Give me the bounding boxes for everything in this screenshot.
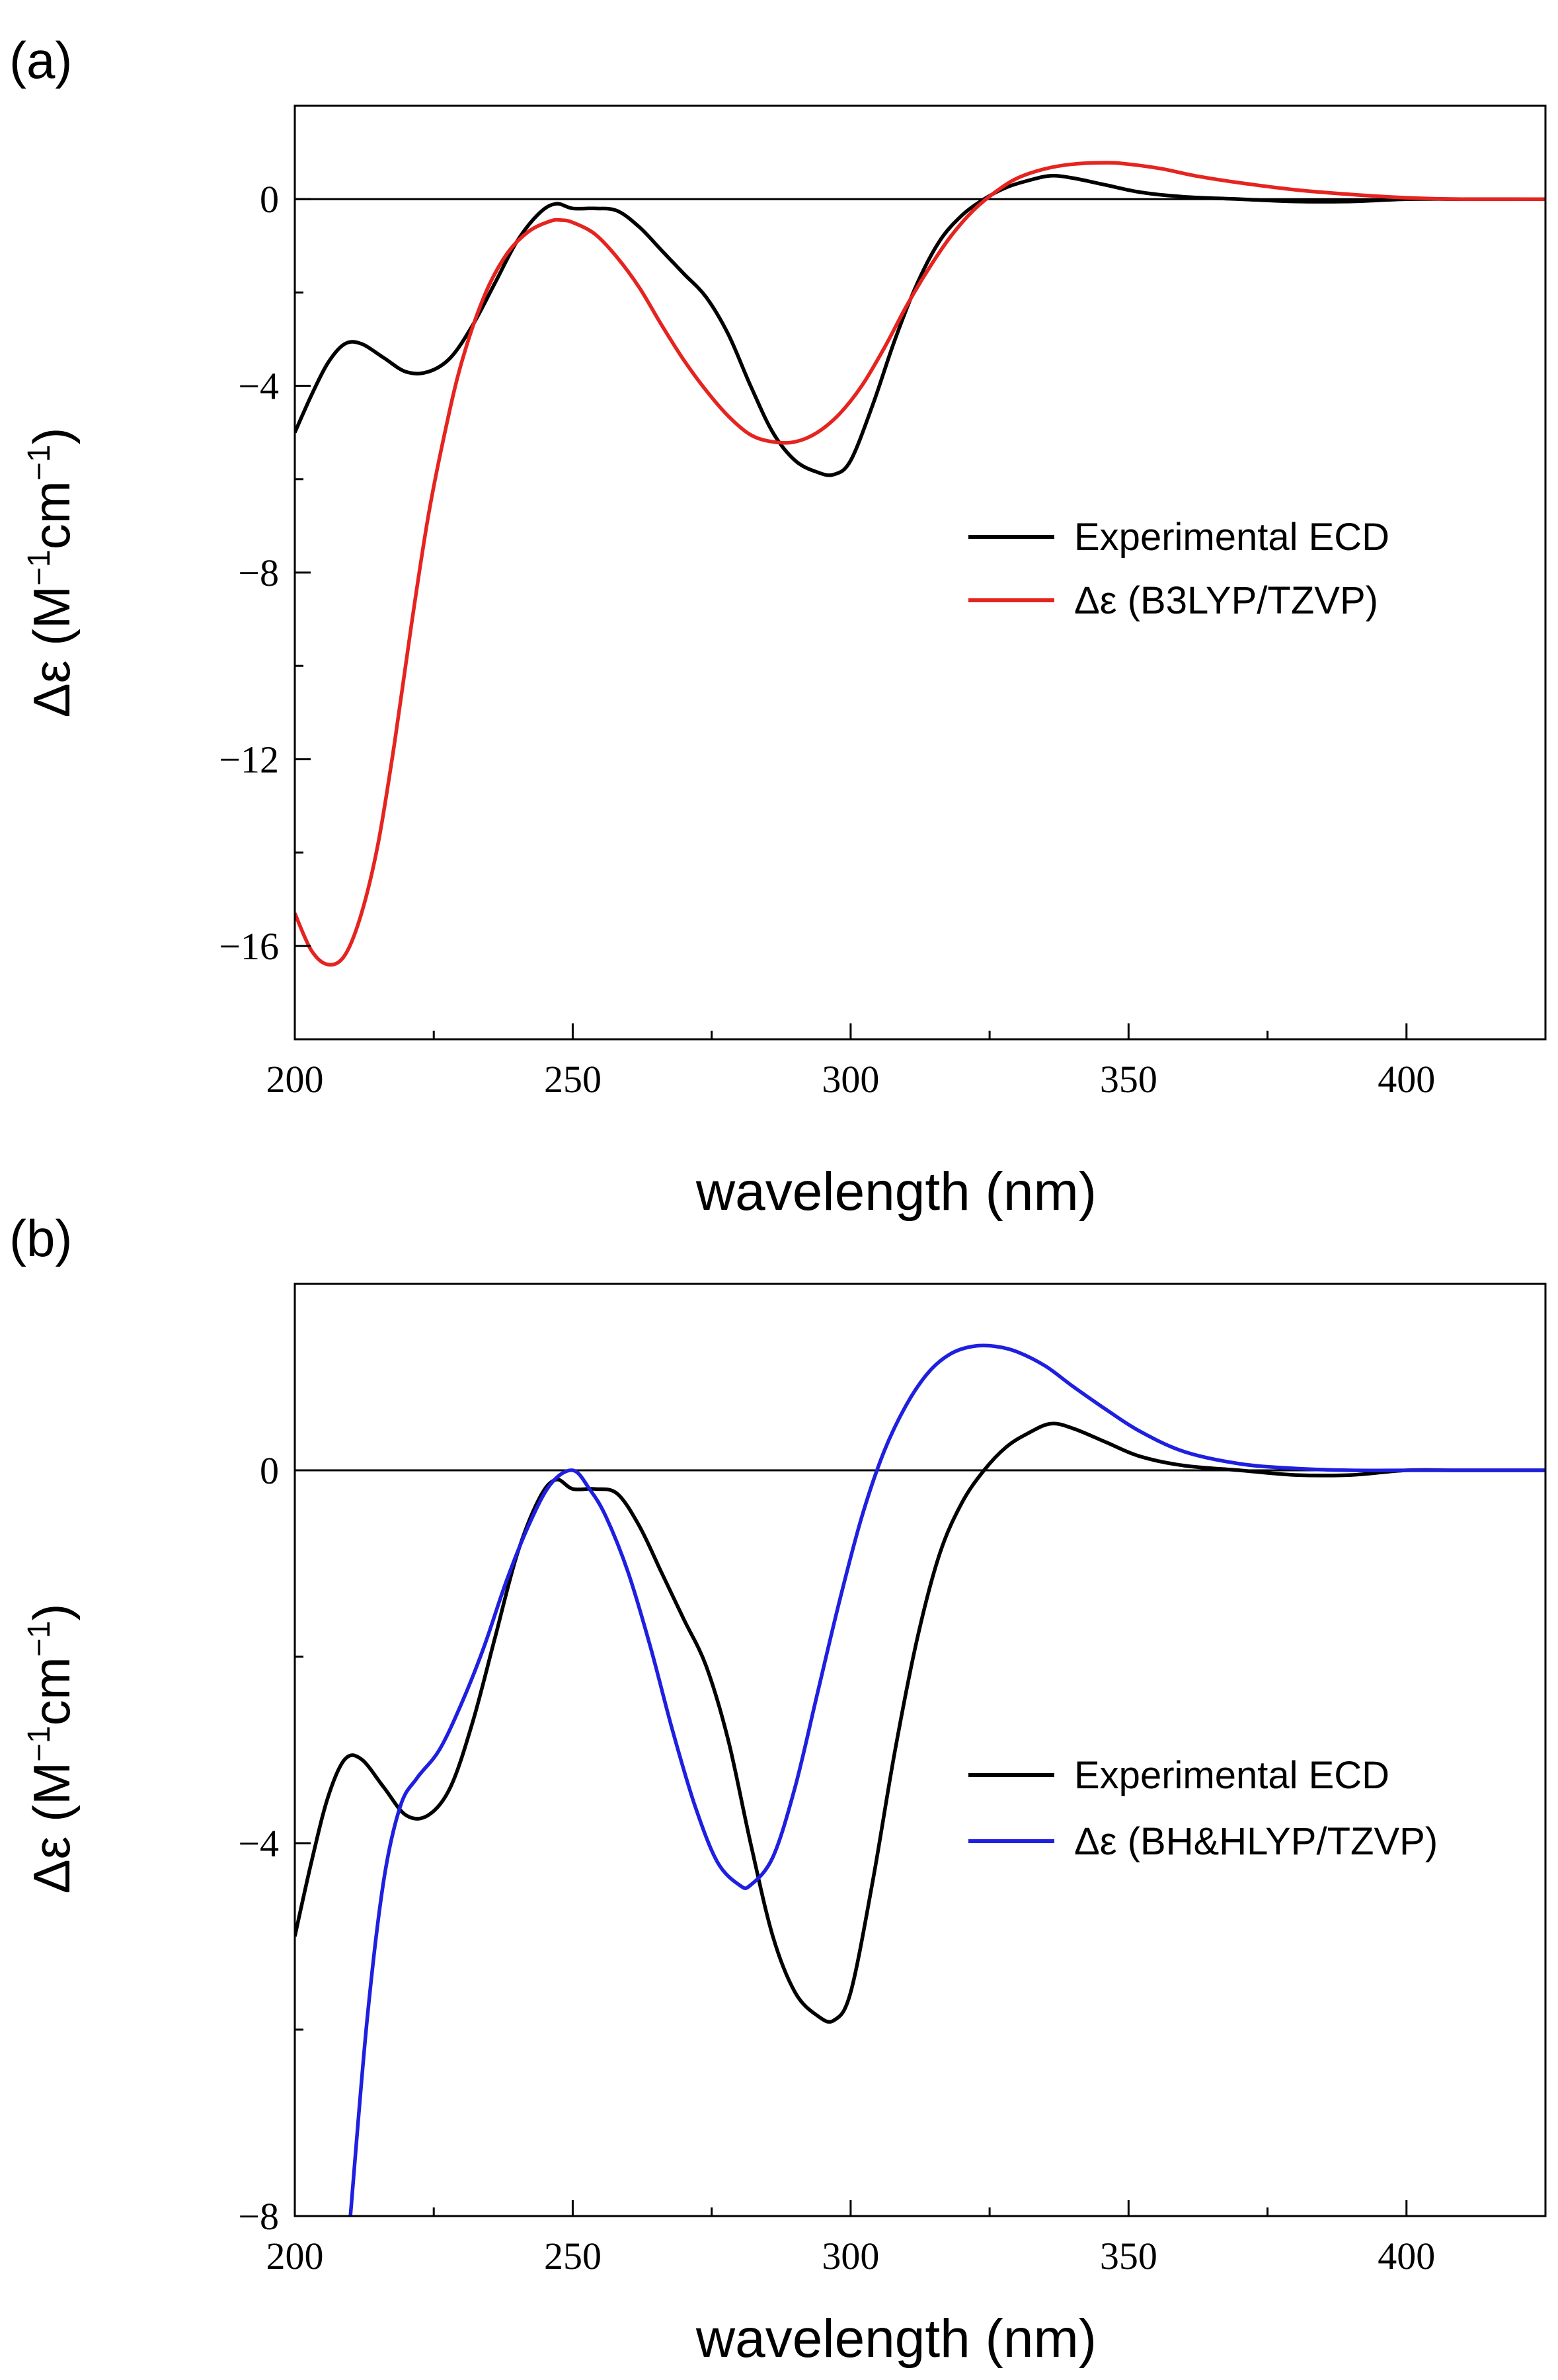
plot-frame (293, 104, 1547, 1041)
x-tick-label: 200 (266, 2235, 324, 2278)
y-tick-label: −4 (238, 365, 279, 408)
x-tick-label: 400 (1378, 1058, 1435, 1101)
legend-label: Δε (BH&HLYP/TZVP) (1074, 1820, 1438, 1863)
legend: Experimental ECD Δε (BH&HLYP/TZVP) (968, 1754, 1438, 1863)
y-axis-label: Δε (M−1cm−1) (22, 1604, 81, 1894)
x-tick-label: 250 (544, 1058, 602, 1101)
legend-label: Experimental ECD (1074, 516, 1389, 559)
legend-label: Experimental ECD (1074, 1754, 1389, 1797)
series-line-calculated (348, 1343, 1545, 2216)
y-tick-label: 0 (260, 178, 279, 221)
series-line-calculated (295, 161, 1545, 967)
x-tick-label: 350 (1100, 1058, 1157, 1101)
y-tick-label: 0 (260, 1449, 279, 1492)
x-tick-label: 250 (544, 2235, 602, 2278)
panel-label: (a) (9, 31, 72, 89)
panel-label: (b) (9, 1209, 72, 1267)
legend: Experimental ECD Δε (B3LYP/TZVP) (968, 516, 1389, 622)
plot-frame (293, 1283, 1547, 2217)
y-tick-label: −8 (238, 2195, 279, 2238)
series-line-experimental (295, 174, 1545, 477)
x-tick-label: 200 (266, 1058, 324, 1101)
y-tick-label: −16 (219, 925, 279, 968)
chart-panel-b: (b) 200 250 300 350 400 0 −4 −8 wavelength (nm) Δε… (9, 1209, 1547, 2369)
y-tick-label: −8 (238, 551, 279, 594)
chart-panel-a: (a) 200 250 300 350 400 0 −4 −8 −12 −16 wavelength … (9, 31, 1547, 1222)
y-tick-label: −4 (238, 1822, 279, 1865)
series-line-experimental (295, 1421, 1545, 2024)
x-axis-label: wavelength (nm) (695, 2309, 1097, 2369)
x-tick-label: 350 (1100, 2235, 1157, 2278)
legend-label: Δε (B3LYP/TZVP) (1074, 579, 1378, 622)
y-axis-label: Δε (M−1cm−1) (22, 428, 81, 718)
x-tick-label: 400 (1378, 2235, 1435, 2278)
x-axis-label: wavelength (nm) (695, 1162, 1097, 1222)
x-tick-label: 300 (822, 1058, 879, 1101)
x-tick-label: 300 (822, 2235, 879, 2278)
y-tick-label: −12 (219, 738, 279, 781)
